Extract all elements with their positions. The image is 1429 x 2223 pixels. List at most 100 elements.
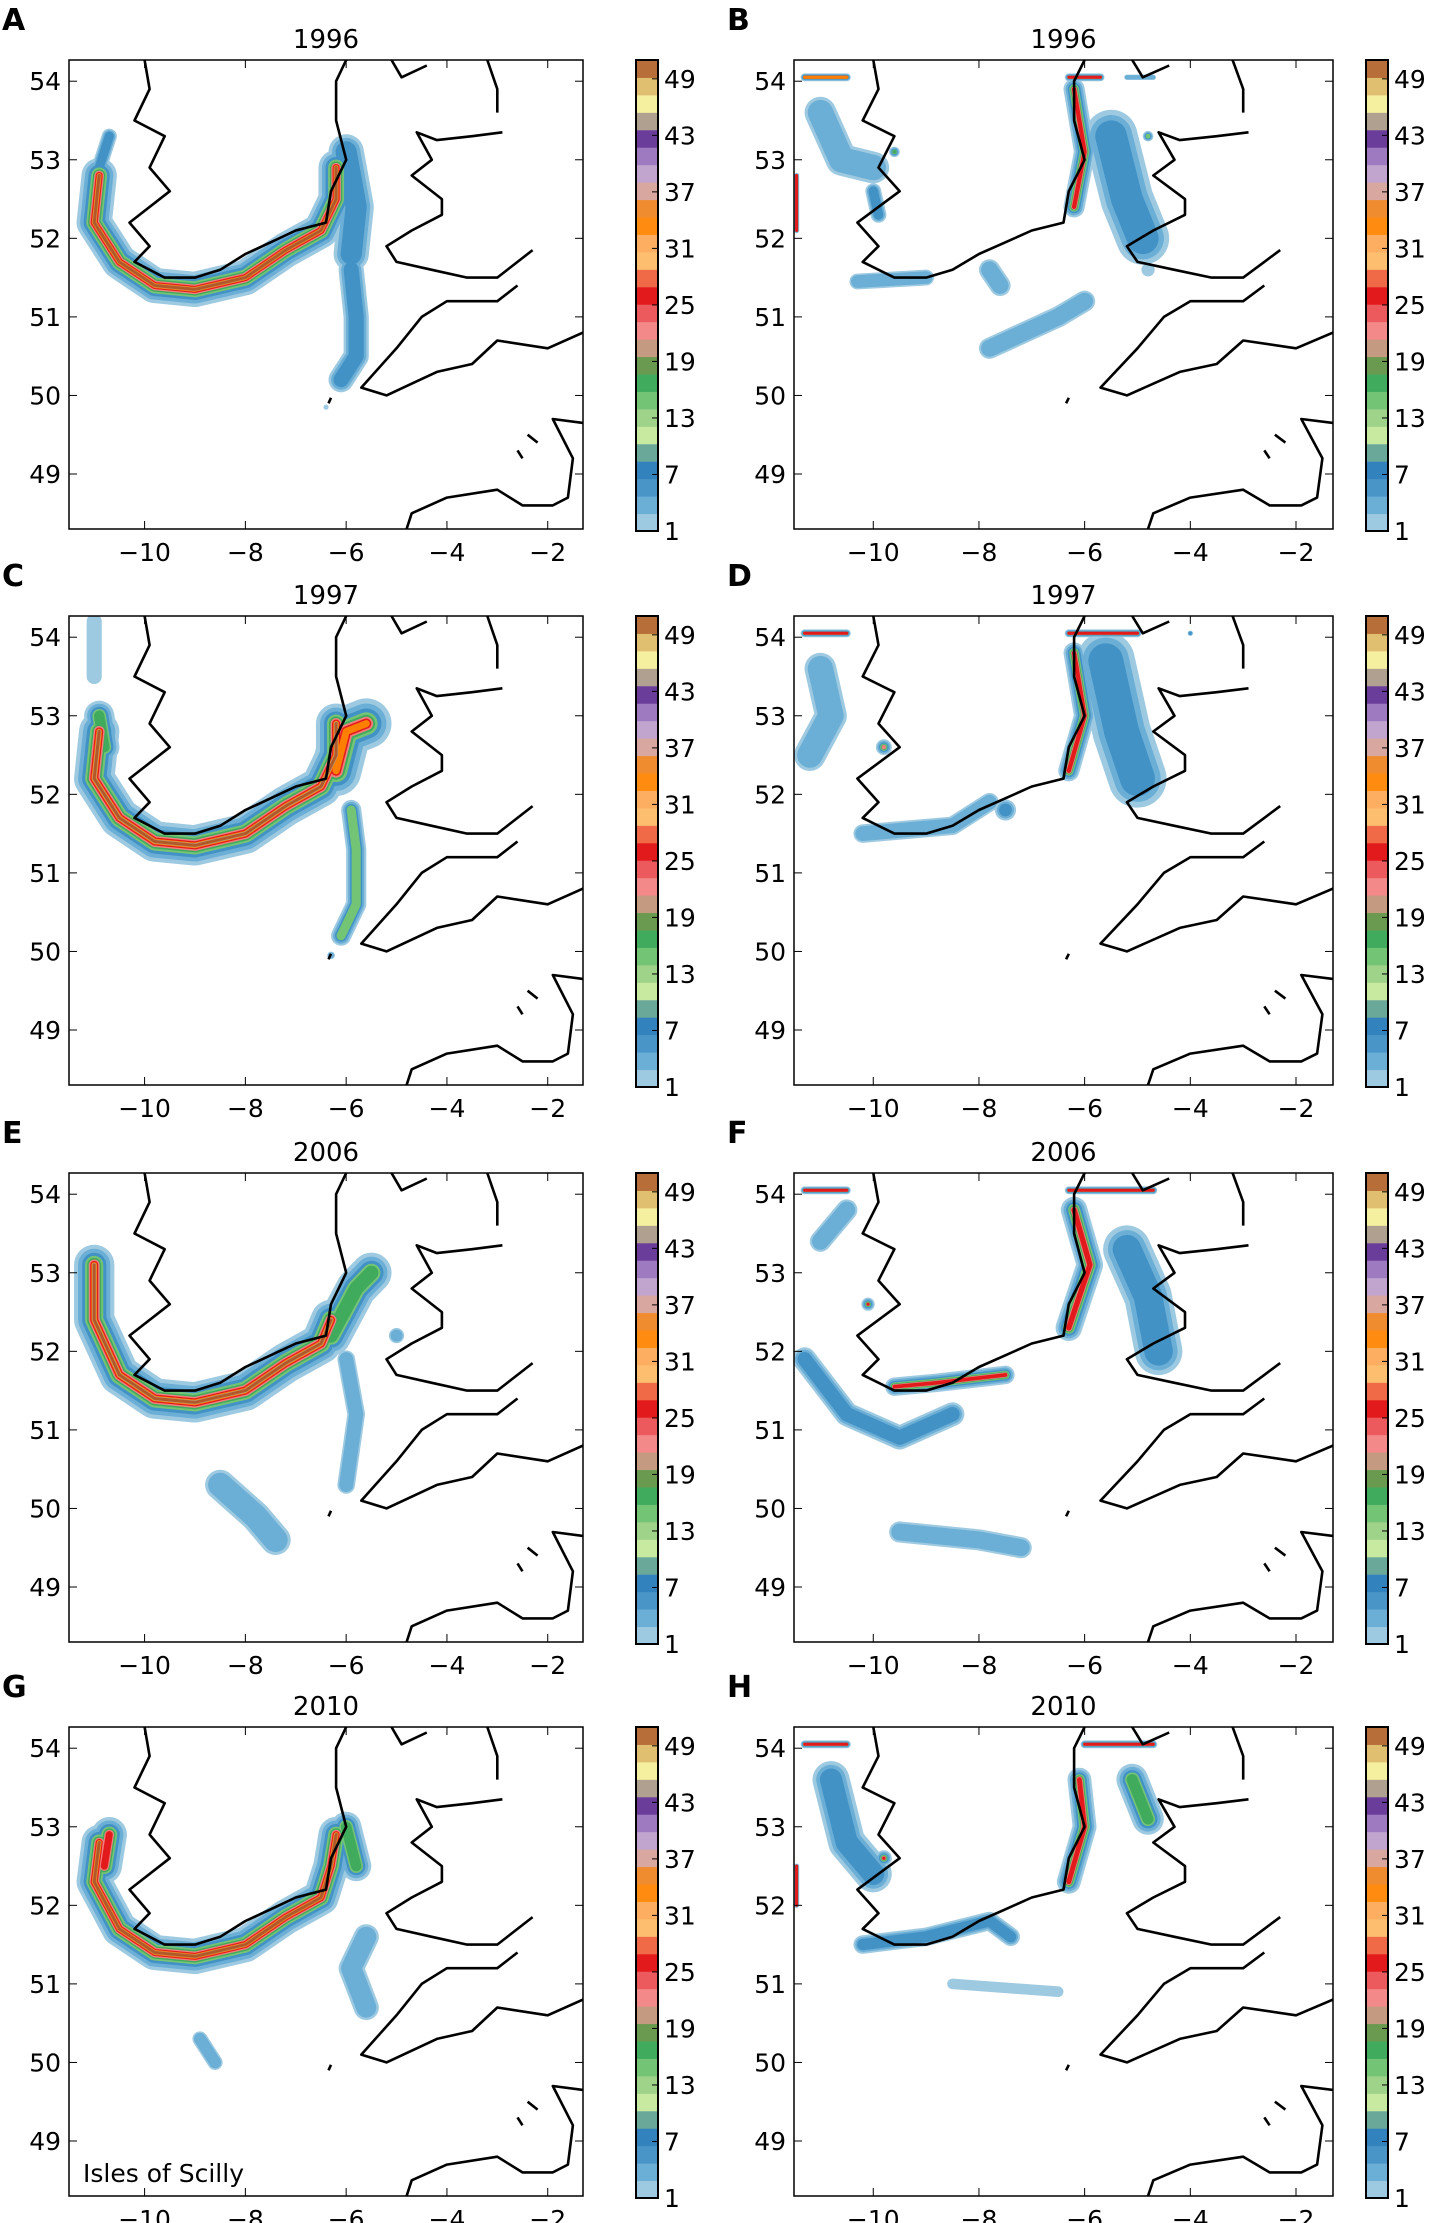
colorbar-tick-label: 7 [664, 460, 680, 489]
coastline [385, 687, 534, 835]
colorbar-band [636, 877, 658, 896]
colorbar-band [1366, 234, 1388, 253]
colorbar-band [1366, 1207, 1388, 1226]
coastline [1125, 687, 1281, 835]
colorbar-band [636, 1312, 658, 1331]
y-tick-label: 51 [754, 303, 786, 332]
colorbar-band [1366, 1936, 1388, 1955]
colorbar-band [636, 1884, 658, 1902]
colorbar-tick-label: 49 [1394, 1732, 1426, 1761]
y-tick-label: 50 [754, 937, 786, 966]
panel-a: A 1996 −10 −8 −6 −4 −2 49 50 51 52 53 54 1 7 13 19 25 31 37… [2, 3, 696, 567]
colorbar-tick-label: 49 [664, 65, 696, 94]
colorbar-band [636, 773, 658, 791]
panel-title: 2006 [1030, 1138, 1096, 1168]
density-contour [1066, 1207, 1093, 1331]
panel-letter: E [2, 1116, 23, 1151]
coastline [1146, 1530, 1333, 1642]
colorbar-tick-label: 37 [664, 1845, 696, 1874]
coastline [1064, 397, 1070, 404]
colorbar-band [1366, 496, 1388, 515]
y-tick-label: 51 [29, 303, 61, 332]
coastline [856, 1727, 1086, 1946]
colorbar-tick-label: 19 [664, 1460, 696, 1489]
colorbar-band [636, 1052, 658, 1071]
density-contour [341, 1926, 377, 2018]
y-tick-label: 52 [754, 224, 786, 253]
colorbar-frame [1365, 1726, 1389, 2199]
coastline [516, 2116, 524, 2126]
panel-title: 1996 [1030, 25, 1096, 55]
colorbar-band [1366, 650, 1388, 669]
y-tick-label: 52 [29, 1891, 61, 1920]
panel-title: 1997 [293, 581, 359, 611]
colorbar-band [1366, 129, 1388, 148]
colorbar-band [636, 234, 658, 253]
x-tick-label: −10 [118, 2205, 171, 2223]
y-tick-label: 54 [754, 67, 786, 96]
coastline [1274, 2100, 1287, 2111]
colorbar-band [1366, 269, 1388, 288]
colorbar-band [1366, 164, 1388, 183]
colorbar-band [1366, 1173, 1388, 1191]
panel-letter: A [2, 3, 26, 38]
colorbar-band [636, 1761, 658, 1780]
y-tick-label: 52 [29, 1337, 61, 1366]
axes-frame [68, 59, 584, 530]
colorbar-band [1366, 1556, 1388, 1575]
colorbar-tick-label: 43 [664, 677, 696, 706]
y-tick-label: 49 [754, 1016, 786, 1045]
density-contour [336, 805, 361, 941]
axes-frame [68, 1726, 584, 2197]
x-tick-label: −4 [429, 2205, 466, 2223]
x-tick-label: −10 [118, 1651, 171, 1680]
colorbar-band [636, 94, 658, 113]
coastline [1099, 284, 1333, 397]
colorbar-tick-label: 49 [664, 1178, 696, 1207]
y-tick-label: 53 [29, 146, 61, 175]
y-tick-label: 49 [29, 1016, 61, 1045]
colorbar-band [636, 1034, 658, 1053]
colorbar-tick-label: 31 [664, 790, 696, 819]
colorbar-band [636, 164, 658, 183]
colorbar-band [636, 703, 658, 722]
coastline [128, 1727, 348, 1946]
colorbar-band [1366, 1242, 1388, 1261]
colorbar-band [1366, 720, 1388, 739]
coastline [128, 616, 348, 835]
colorbar-band [1366, 1295, 1388, 1314]
x-tick-label: −10 [118, 538, 171, 567]
colorbar-band [636, 1988, 658, 2007]
colorbar-band [1366, 1953, 1388, 1972]
colorbar-band [636, 860, 658, 879]
colorbar-tick-label: 19 [1394, 2014, 1426, 2043]
colorbar-band [1366, 1727, 1388, 1745]
x-tick-label: −8 [227, 538, 264, 567]
density-contour [332, 720, 370, 775]
coastline [1274, 433, 1287, 444]
panel-title: 1996 [293, 25, 359, 55]
colorbar: 1 7 13 19 25 31 37 43 49 [1365, 1726, 1426, 2213]
panel-e: E 2006 −10 −8 −6 −4 −2 49 50 51 52 53 54 1 7 13 19 25 31 37… [2, 1116, 696, 1680]
coastline [1131, 1173, 1170, 1192]
coastline [1231, 1727, 1245, 1780]
colorbar-band [636, 1831, 658, 1850]
x-tick-label: −6 [1066, 538, 1103, 567]
y-tick-label: 50 [29, 937, 61, 966]
colorbar-band [636, 790, 658, 809]
colorbar-tick-label: 37 [1394, 1845, 1426, 1874]
colorbar-tick-label: 25 [664, 1958, 696, 1987]
colorbar-band [1366, 790, 1388, 809]
colorbar: 1 7 13 19 25 31 37 43 49 [1365, 615, 1426, 1102]
colorbar-tick-label: 43 [664, 1234, 696, 1263]
colorbar-band [1366, 478, 1388, 497]
colorbar-band [1366, 1901, 1388, 1920]
colorbar-band [636, 2110, 658, 2129]
colorbar-band [636, 1626, 658, 1645]
colorbar-frame [635, 1726, 659, 2199]
coastline [385, 131, 534, 279]
density-contour [335, 141, 367, 265]
panel-g: G 2010 −10 −8 −6 −4 −2 49 50 51 52 53 54 Isles of Sci… [2, 1670, 696, 2223]
density-contour [797, 1352, 960, 1445]
